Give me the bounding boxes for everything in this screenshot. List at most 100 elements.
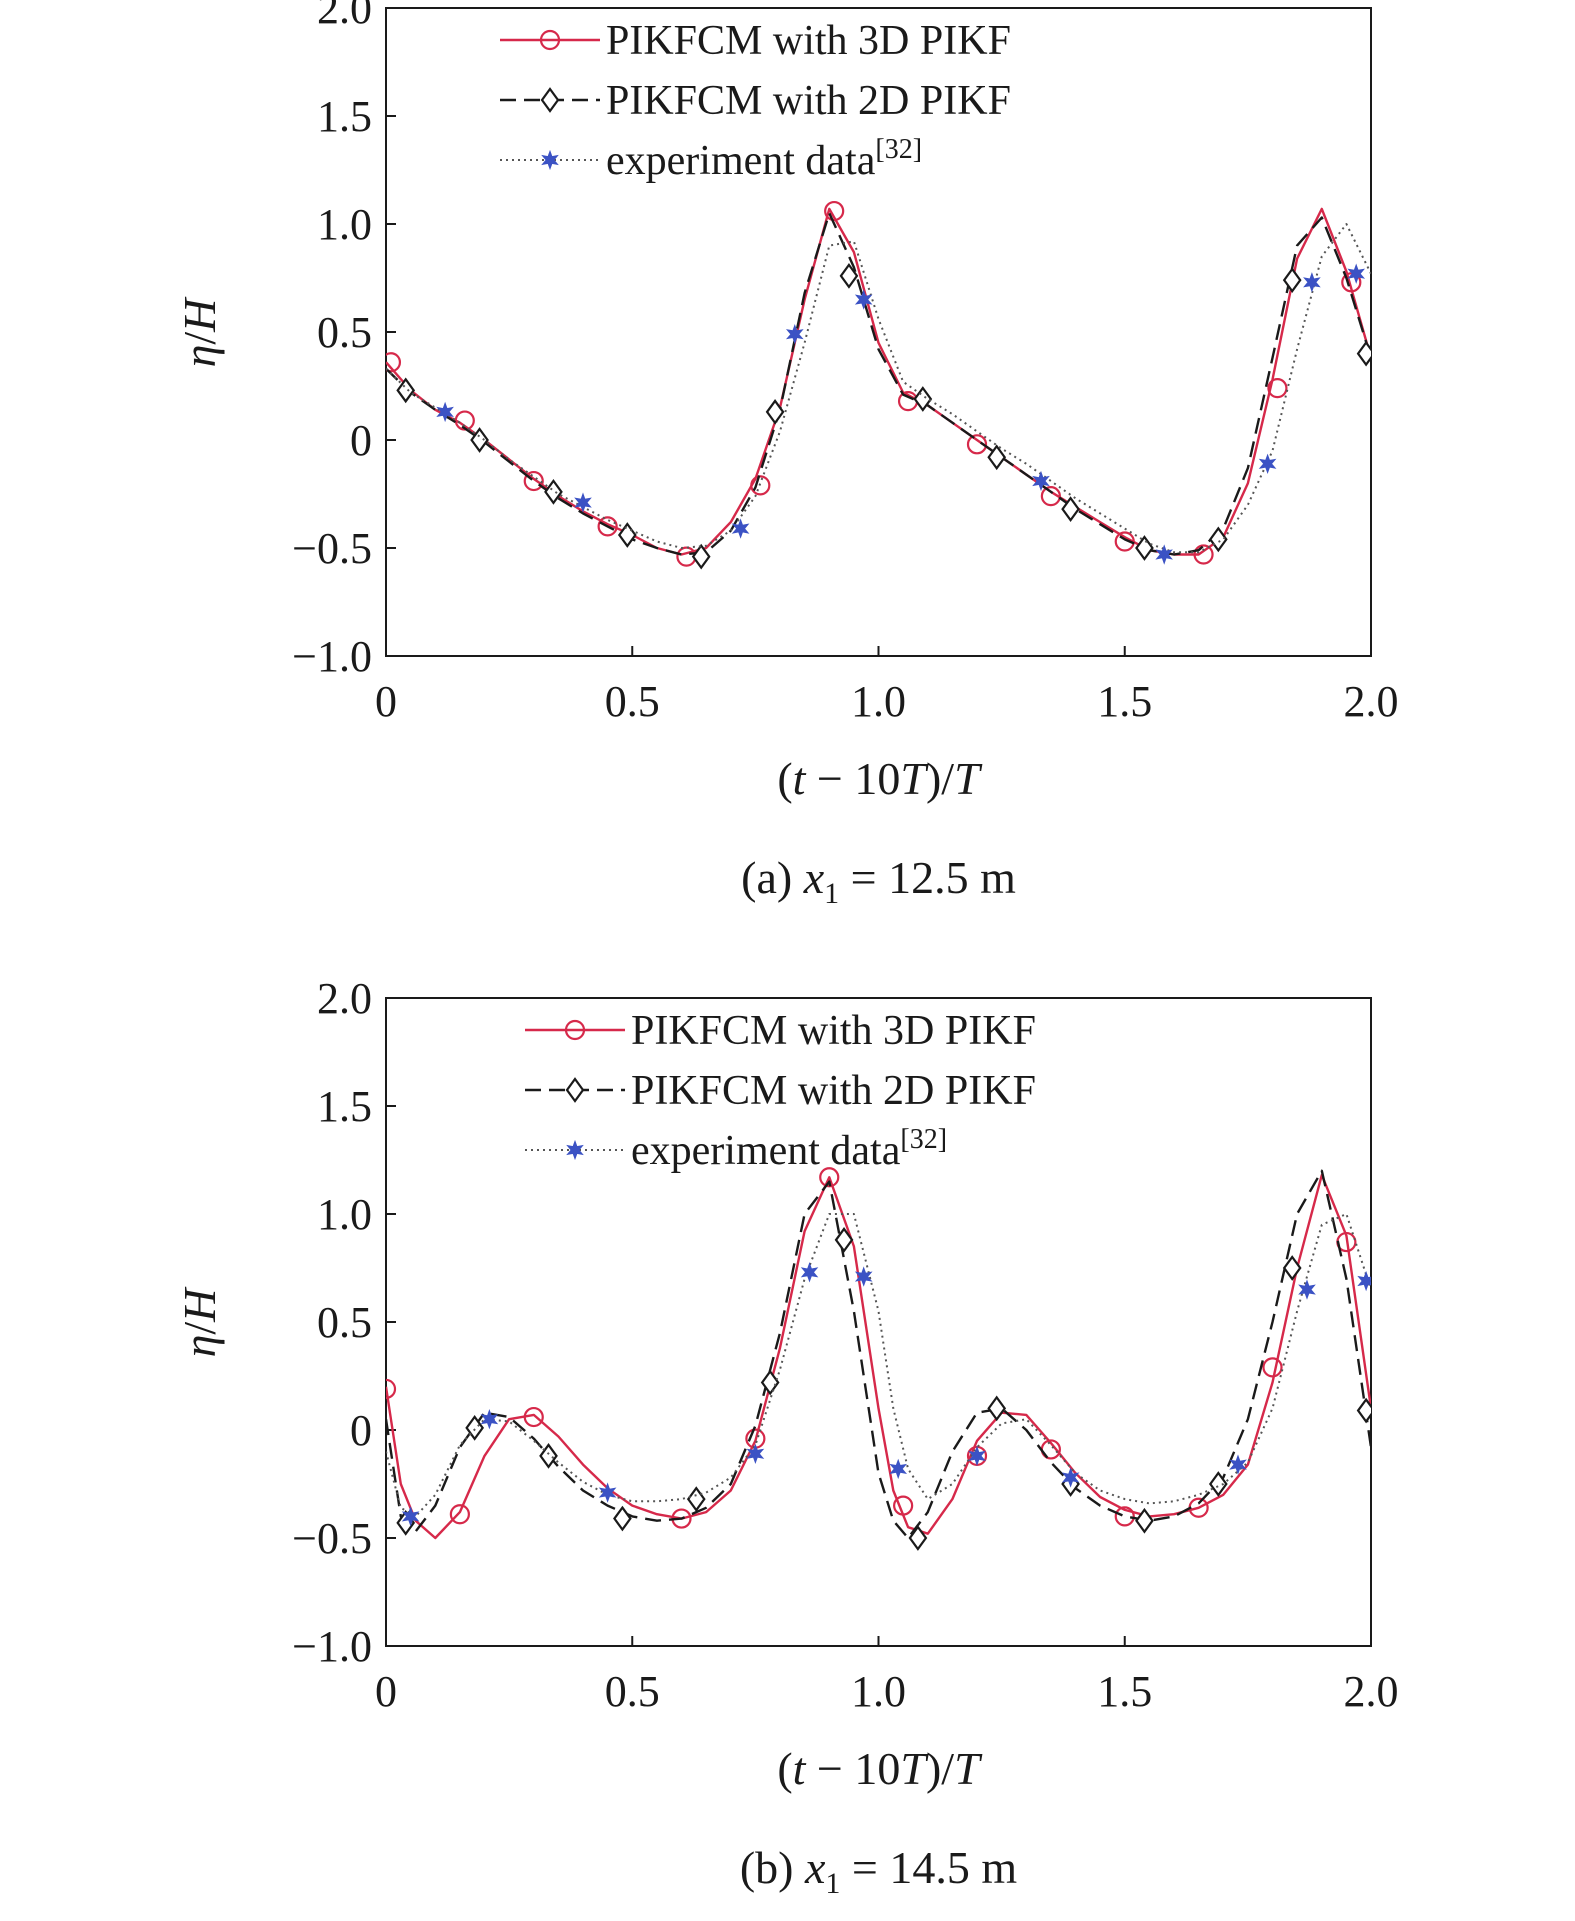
y-tick-label: 0.5 <box>317 1298 372 1347</box>
y-tick-label: 1.0 <box>317 1190 372 1239</box>
legend-label-text: experiment data <box>606 138 876 184</box>
series-line-diamond <box>386 1169 1371 1540</box>
x-label-open: ( <box>777 753 792 804</box>
y-tick-label: 0 <box>350 1406 372 1455</box>
series-marker-star <box>436 401 454 423</box>
series-marker-diamond <box>839 262 859 289</box>
series-marker-star <box>1032 470 1050 492</box>
series-marker-star <box>1357 1270 1371 1292</box>
legend-marker-star <box>541 149 559 171</box>
series-marker-diamond <box>765 399 785 425</box>
series-marker-diamond <box>691 543 711 570</box>
series-line-star <box>386 1213 1371 1518</box>
y-label-slash: / <box>174 1322 225 1335</box>
series-marker-diamond <box>760 1369 780 1396</box>
series-marker-circle <box>449 1504 470 1525</box>
series-line-circle <box>386 1173 1371 1540</box>
y-tick-label: 0 <box>350 416 372 465</box>
y-label-H: H <box>174 1286 225 1323</box>
y-label-slash: / <box>174 332 225 345</box>
x-tick-label: 2.0 <box>1344 677 1399 726</box>
chart-panel-a: 0 0.5 1.0 1.5 2.0 −1.0 −0.5 0 0.5 1.0 1.5 2.0 η/H (t … <box>174 0 1399 910</box>
y-tick-label: −1.0 <box>292 1622 372 1671</box>
x-tick-label: 2.0 <box>1344 1667 1399 1716</box>
caption-suffix: = 14.5 m <box>840 1842 1017 1893</box>
x-label-T1: T <box>900 753 929 804</box>
series-marker-diamond <box>1356 1397 1371 1424</box>
series-marker-diamond <box>908 1525 928 1551</box>
series-marker-star <box>1229 1454 1247 1475</box>
series-group <box>386 200 1371 570</box>
y-tick-label: −1.0 <box>292 632 372 681</box>
y-tick-label: 2.0 <box>317 0 372 33</box>
series-marker-diamond <box>613 1505 632 1532</box>
legend-label-sup: [32] <box>875 134 922 165</box>
x-label-open: ( <box>777 1743 792 1794</box>
series-marker-diamond <box>1282 267 1302 294</box>
x-tick-label: 0 <box>375 1667 397 1716</box>
series-marker-diamond <box>1208 1471 1228 1497</box>
x-tick-label: 1.0 <box>851 1667 906 1716</box>
series-marker-diamond <box>1135 1507 1154 1534</box>
series-marker-star <box>785 324 804 345</box>
x-label-t: t <box>793 1743 807 1794</box>
series-marker-diamond <box>470 427 489 453</box>
caption-prefix: (a) <box>741 852 804 903</box>
legend-label: experiment data[32] <box>606 134 922 184</box>
series-marker-star <box>731 518 750 539</box>
x-label-mid: − 10 <box>805 1743 900 1794</box>
legend-label-text: experiment data <box>631 1128 901 1174</box>
legend-label: PIKFCM with 3D PIKF <box>631 1008 1036 1054</box>
series-marker-circle <box>386 352 402 373</box>
x-label-t: t <box>793 753 807 804</box>
x-label-close: )/ <box>926 1743 954 1794</box>
series-marker-circle <box>750 475 771 496</box>
series-marker-circle <box>1114 1506 1135 1527</box>
series-marker-circle <box>1262 1357 1283 1378</box>
x-label-mid: − 10 <box>805 753 900 804</box>
series-line-circle <box>386 207 1371 556</box>
series-marker-diamond <box>834 1227 854 1253</box>
legend-marker-circle <box>539 29 561 51</box>
y-tick-label: 1.5 <box>317 92 372 141</box>
series-marker-diamond <box>1135 535 1154 561</box>
series-marker-circle <box>1114 531 1135 552</box>
panel-caption: (b) x1 = 14.5 m <box>740 1842 1018 1900</box>
series-marker-circle <box>966 434 988 455</box>
series-marker-circle <box>597 516 618 537</box>
series-marker-circle <box>523 1406 544 1428</box>
x-axis-label: (t − 10T)/T <box>777 1743 983 1794</box>
series-marker-star <box>968 1445 986 1467</box>
caption-suffix: = 12.5 m <box>839 852 1016 903</box>
panel-caption: (a) x1 = 12.5 m <box>741 852 1016 910</box>
series-marker-diamond <box>1061 496 1080 522</box>
x-tick-label: 0 <box>375 677 397 726</box>
series-marker-star <box>1347 263 1366 284</box>
y-tick-label: 1.5 <box>317 1082 372 1131</box>
y-axis-label: η/H <box>174 1286 225 1358</box>
y-axis-label: η/H <box>174 296 225 368</box>
series-line-diamond <box>386 212 1371 556</box>
series-marker-circle <box>1193 544 1214 565</box>
x-tick-label: 1.5 <box>1097 1667 1152 1716</box>
series-marker-diamond <box>987 444 1007 471</box>
series-marker-diamond <box>539 1443 558 1469</box>
y-label-eta: η <box>174 345 225 368</box>
legend-label: experiment data[32] <box>631 1124 947 1174</box>
caption-sub: 1 <box>825 1867 840 1900</box>
legend-label-sup: [32] <box>900 1124 947 1155</box>
caption-var: x <box>803 852 825 903</box>
series-marker-star <box>854 1266 873 1287</box>
series-marker-diamond <box>544 478 563 505</box>
legend-marker-star <box>566 1139 584 1161</box>
x-label-T2: T <box>954 753 983 804</box>
legend-label: PIKFCM with 2D PIKF <box>631 1068 1036 1114</box>
series-marker-circle <box>523 470 544 492</box>
y-tick-label: 2.0 <box>317 974 372 1023</box>
legend-label-text: PIKFCM with 3D PIKF <box>606 18 1011 64</box>
series-marker-circle <box>1040 486 1061 507</box>
series-marker-star <box>746 1443 765 1464</box>
series-marker-diamond <box>1208 526 1228 553</box>
x-label-close: )/ <box>926 753 954 804</box>
